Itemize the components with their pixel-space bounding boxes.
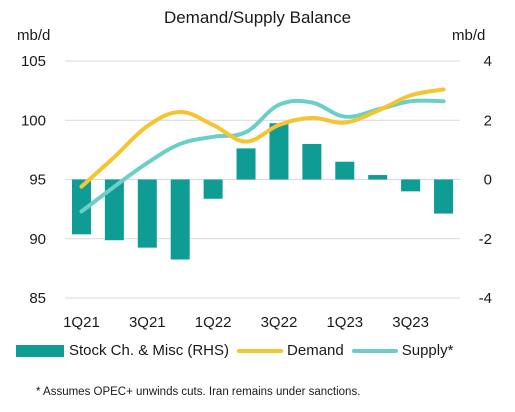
x-tick-label: 1Q23	[326, 314, 363, 331]
x-tick-label: 3Q21	[129, 314, 166, 331]
x-tick-label: 1Q22	[195, 314, 232, 331]
right-tick-label: -2	[479, 231, 492, 248]
legend-swatch-supply	[351, 348, 398, 353]
stock-change-bar	[236, 148, 256, 180]
x-tick-label: 3Q23	[392, 314, 429, 331]
left-tick-label: 105	[21, 53, 46, 70]
stock-change-bar	[434, 179, 454, 214]
legend-item-supply: Supply*	[351, 342, 454, 359]
footnote: * Assumes OPEC+ unwinds cuts. Iran remai…	[36, 386, 361, 398]
legend-item-demand: Demand	[237, 342, 344, 359]
right-tick-label: 4	[484, 53, 492, 70]
axis-ticks: 85 90 95 100 105 -4 -2 0 2 4 1Q21 3Q21 1Q22 3Q22 1Q23 3…	[21, 53, 492, 331]
stock-change-bar	[170, 179, 190, 260]
stock-change-bar	[368, 175, 388, 180]
supply-line	[79, 98, 446, 214]
balance-lines	[79, 87, 446, 214]
right-tick-label: 2	[484, 112, 492, 129]
left-tick-label: 100	[21, 112, 46, 129]
legend-swatch-demand	[237, 348, 284, 353]
right-tick-label: -4	[479, 290, 492, 307]
left-tick-label: 90	[29, 231, 46, 248]
x-tick-label: 3Q22	[261, 314, 298, 331]
x-tick-label: 1Q21	[63, 314, 100, 331]
stock-change-bar	[335, 161, 355, 180]
balance-chart: 85 90 95 100 105 -4 -2 0 2 4 1Q21 3Q21 1Q22 3Q22 1Q23 3…	[21, 53, 492, 331]
legend-item-stock: Stock Ch. & Misc (RHS)	[16, 342, 229, 359]
gridlines	[65, 60, 460, 299]
stock-change-bar	[269, 123, 289, 180]
legend-swatch-stock	[16, 344, 64, 357]
stock-change-bar	[104, 179, 124, 241]
right-axis-unit: mb/d	[452, 27, 486, 44]
right-tick-label: 0	[484, 172, 492, 189]
left-axis-unit: mb/d	[17, 27, 51, 44]
left-tick-label: 95	[29, 172, 46, 189]
chart-title: Demand/Supply Balance	[163, 8, 352, 27]
stock-change-bar	[71, 179, 91, 235]
legend: Stock Ch. & Misc (RHS) Demand Supply*	[16, 342, 461, 359]
left-tick-label: 85	[29, 290, 46, 307]
legend-label-supply: Supply*	[401, 342, 454, 359]
stock-change-bar	[203, 179, 223, 199]
stock-change-bar	[137, 179, 157, 248]
stock-change-bar	[401, 179, 421, 192]
legend-label-stock: Stock Ch. & Misc (RHS)	[69, 342, 230, 359]
stock-change-bars	[71, 123, 454, 260]
stock-change-bar	[302, 143, 322, 180]
legend-label-demand: Demand	[287, 342, 344, 359]
demand-line	[79, 87, 446, 189]
